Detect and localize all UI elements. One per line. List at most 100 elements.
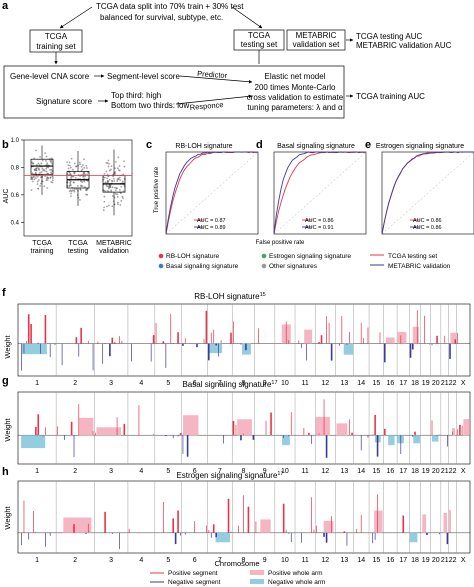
chromosome-label: 20 (432, 468, 440, 475)
b-point (110, 168, 112, 171)
positive-arm-block (412, 326, 419, 344)
chromosome-label: 11 (301, 468, 308, 475)
b-point (40, 162, 43, 165)
chromosome-label: 14 (357, 380, 365, 387)
legend-neg-segment: Negative segment (168, 579, 221, 586)
positive-arm-block (336, 423, 348, 436)
legend-tcga-testing: TCGA testing set (388, 253, 437, 260)
positive-arm-block (463, 419, 470, 436)
positive-arm-block (450, 332, 457, 344)
negative-arm-block (409, 532, 418, 543)
model-frame (3, 65, 345, 119)
b-point (115, 187, 118, 190)
roc-diagonal (165, 151, 259, 235)
b-point (81, 168, 84, 171)
b-point (117, 169, 120, 172)
b-point (122, 197, 124, 199)
panel-letter-f: f (2, 287, 6, 299)
b-point (68, 161, 71, 164)
chromosome-label: 15 (372, 380, 380, 387)
weight-frame (17, 480, 471, 554)
b-point (73, 189, 76, 192)
b-point (110, 165, 113, 168)
panel-letter-h: h (2, 466, 9, 478)
b-point (84, 186, 86, 188)
b-point (47, 177, 50, 180)
chromosome-label: 13 (340, 468, 348, 475)
chromosome-label: 4 (139, 557, 143, 564)
output-metabric-auc: METABRIC validation AUC (356, 41, 452, 50)
legend-dot-rbloh (158, 253, 164, 259)
panel-a: a TCGA data split into 70% train + 30% t… (2, 0, 452, 119)
roc-curve-blue (165, 151, 259, 235)
b-point (49, 159, 52, 162)
b-cat-training-2: training (31, 248, 54, 255)
b-point (119, 204, 122, 206)
b-point (116, 167, 119, 170)
b-point (69, 182, 72, 185)
legend-basal: Basal signaling signature (166, 263, 239, 270)
arrow-to-testing (231, 6, 263, 29)
b-point (106, 185, 109, 188)
b-point (40, 182, 42, 185)
chromosome-label: 4 (139, 468, 143, 475)
c-title: RB-LOH signature (175, 143, 232, 150)
chromosome-label: 5 (166, 557, 170, 564)
legend-pos-arm: Positive whole arm (268, 570, 323, 577)
b-point (103, 173, 106, 175)
chromosome-label: 3 (109, 468, 113, 475)
responce-label: Responce (189, 100, 223, 112)
weight-frame (17, 303, 471, 377)
b-point (37, 168, 40, 171)
testing-box-line2: testing set (241, 40, 278, 49)
b-point (73, 171, 75, 174)
b-point (108, 162, 110, 165)
chromosome-label: X (461, 380, 466, 387)
b-point (103, 200, 106, 203)
b-point (67, 164, 70, 167)
roc-legend-signatures: RB-LOH signature Basal signaling signatu… (158, 253, 351, 270)
panel-letter-e: e (365, 139, 371, 151)
b-point (51, 181, 54, 184)
b-point (116, 180, 118, 182)
b-point (30, 178, 32, 181)
b-point (46, 179, 49, 181)
b-point (70, 190, 73, 193)
chromosome-label: 16 (386, 557, 394, 564)
roc-diagonal (273, 151, 367, 235)
positive-arm-block (96, 427, 122, 436)
f-title: RB-LOH signature15 (194, 292, 265, 301)
h-weight-plot: 1 2 3 4 5 6 7 8 9 10 11 12 13 14 15 16 17 18 19 20 21 22 X (17, 480, 471, 564)
chromosome-label: 21 (441, 468, 449, 475)
negative-arm-block (282, 435, 290, 446)
chromosome-label: 10 (281, 380, 289, 387)
output-train-auc: TCGA training AUC (356, 92, 425, 101)
b-point (83, 177, 86, 180)
e-auc-blue: AUC = 0.86 (413, 225, 442, 231)
b-point (46, 162, 49, 165)
chromosome-label: 2 (73, 468, 77, 475)
model-line1: 200 times Monte-Carlo (255, 83, 336, 92)
chromosome-label: 11 (301, 380, 308, 387)
b-point (45, 159, 47, 162)
b-point (33, 176, 36, 178)
b-point (40, 171, 43, 173)
chromosome-label: 16 (386, 380, 394, 387)
chromosome-label: 15 (372, 557, 380, 564)
chromosome-label: 8 (241, 557, 245, 564)
b-point (70, 195, 72, 197)
positive-arm-block (260, 519, 271, 533)
legend-pos-segment: Positive segment (168, 570, 218, 577)
b-point (45, 167, 48, 170)
b-point (108, 186, 111, 189)
b-point (34, 172, 37, 174)
b-point (43, 185, 46, 188)
legend-rbloh: RB-LOH signature (166, 253, 219, 260)
b-point (35, 169, 38, 172)
b-ytick-label: 0.8 (11, 165, 20, 171)
b-point (35, 167, 38, 170)
b-point (109, 186, 112, 189)
chromosome-label: 9 (263, 557, 267, 564)
chromosome-label: 5 (166, 468, 170, 475)
